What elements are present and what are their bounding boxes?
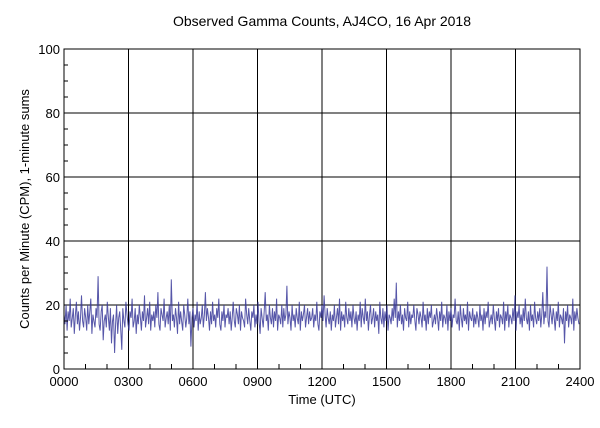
y-tick-label: 100: [38, 42, 60, 57]
x-tick-label: 0900: [243, 374, 272, 389]
y-tick-label: 80: [46, 106, 60, 121]
x-tick-label: 0000: [50, 374, 79, 389]
x-tick-label: 1200: [308, 374, 337, 389]
y-tick-label: 20: [46, 298, 60, 313]
chart-title: Observed Gamma Counts, AJ4CO, 16 Apr 201…: [173, 13, 471, 29]
x-tick-label: 0600: [179, 374, 208, 389]
y-tick-label: 60: [46, 170, 60, 185]
x-tick-label: 1500: [372, 374, 401, 389]
x-axis-label: Time (UTC): [288, 392, 355, 407]
y-tick-label: 0: [53, 362, 60, 377]
series-line: [63, 266, 580, 354]
y-tick-label: 40: [46, 234, 60, 249]
grid: [64, 49, 580, 369]
x-tick-labels: 0000 0300 0600 0900 1200 1500 1800 2100 2400: [50, 374, 595, 389]
y-axis-label: Counts per Minute (CPM), 1-minute sums: [17, 89, 32, 329]
x-tick-label: 2100: [501, 374, 530, 389]
y-tick-labels: 0 20 40 60 80 100: [38, 42, 60, 377]
ticks: [64, 64, 559, 369]
x-tick-label: 2400: [566, 374, 595, 389]
x-tick-label: 1800: [437, 374, 466, 389]
x-tick-label: 0300: [114, 374, 143, 389]
